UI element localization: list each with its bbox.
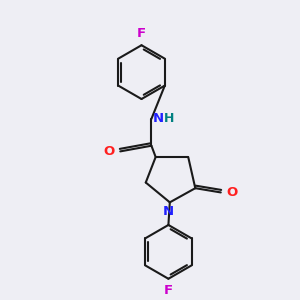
Text: N: N xyxy=(152,112,164,125)
Text: F: F xyxy=(164,284,173,297)
Text: F: F xyxy=(137,27,146,40)
Text: O: O xyxy=(103,145,115,158)
Text: N: N xyxy=(163,205,174,218)
Text: H: H xyxy=(164,112,175,125)
Text: O: O xyxy=(226,186,238,199)
